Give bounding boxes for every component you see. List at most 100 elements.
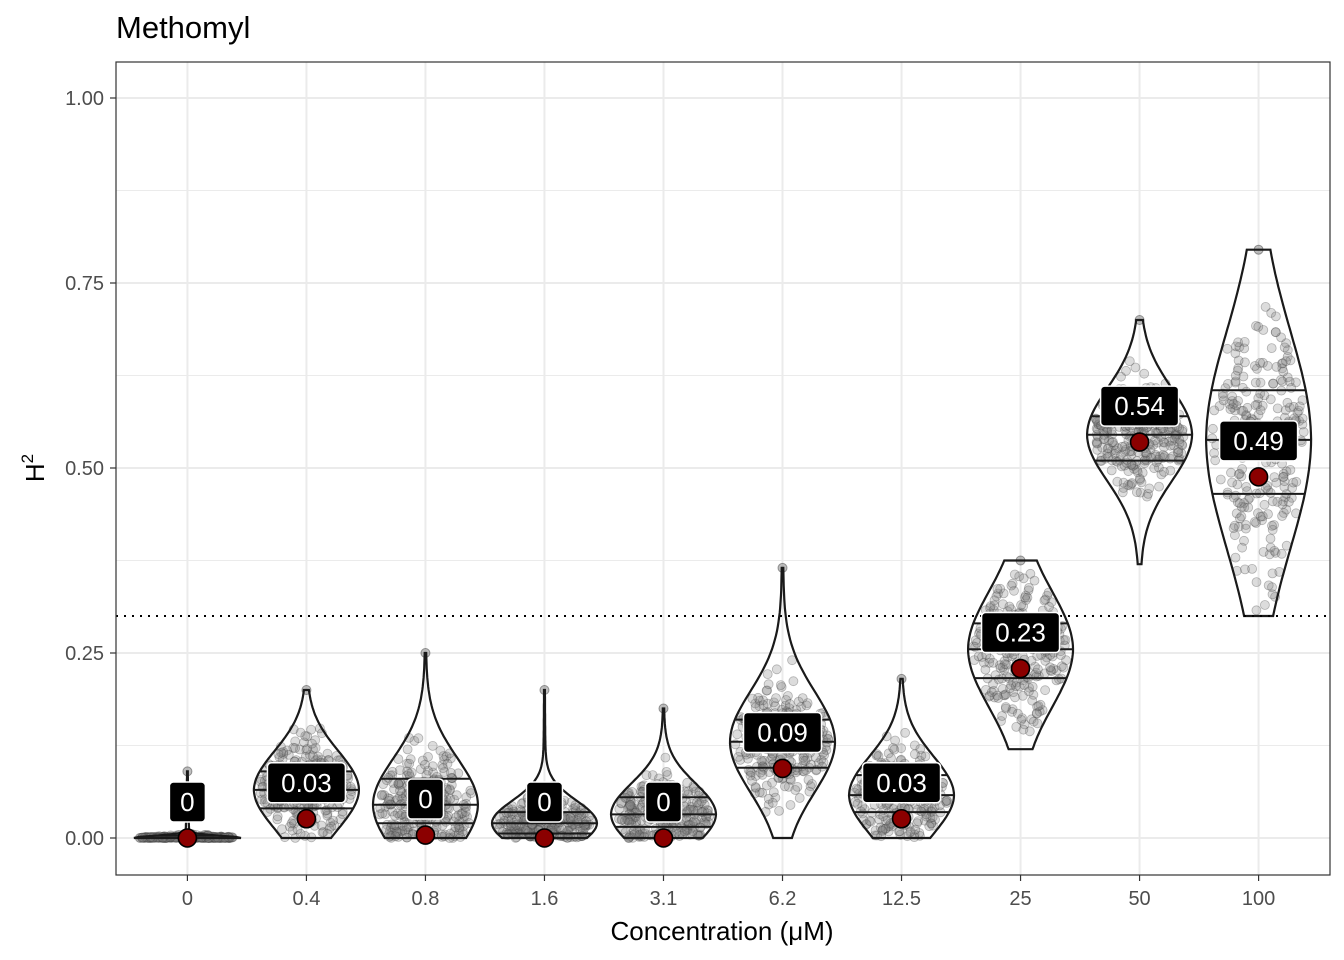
jitter-point bbox=[400, 825, 410, 836]
jitter-point bbox=[1251, 577, 1262, 587]
jitter-point bbox=[306, 724, 317, 735]
jitter-point bbox=[1054, 674, 1064, 685]
jitter-point bbox=[625, 800, 636, 810]
jitter-point bbox=[864, 816, 875, 826]
jitter-point bbox=[499, 810, 510, 821]
jitter-point bbox=[301, 745, 312, 755]
jitter-point bbox=[461, 792, 472, 803]
jitter-point bbox=[1232, 365, 1243, 376]
jitter-point bbox=[392, 794, 403, 804]
jitter-point bbox=[624, 791, 635, 801]
x-axis: 0 0.4 0.8 1.6 3.1 6.2 12.5 25 50 100 bbox=[182, 875, 1275, 910]
jitter-point bbox=[572, 816, 583, 826]
jitter-point bbox=[972, 638, 982, 648]
jitter-point bbox=[277, 824, 287, 835]
jitter-point bbox=[409, 736, 420, 746]
jitter-point bbox=[390, 831, 401, 842]
jitter-point bbox=[1237, 542, 1247, 553]
jitter-point bbox=[1235, 513, 1245, 524]
violins bbox=[133, 244, 1313, 848]
jitter-point bbox=[693, 800, 704, 811]
jitter-point bbox=[623, 815, 634, 825]
point-estimate bbox=[653, 828, 674, 848]
jitter-point bbox=[1228, 523, 1239, 533]
jitter-point bbox=[1265, 533, 1276, 544]
jitter-point bbox=[1279, 342, 1290, 353]
jitter-point bbox=[272, 811, 283, 822]
y-tick-label: 0.75 bbox=[65, 273, 104, 295]
x-tick-label: 25 bbox=[1009, 888, 1031, 910]
jitter-point bbox=[397, 826, 408, 837]
jitter-point bbox=[1265, 394, 1276, 405]
jitter-point bbox=[581, 816, 592, 827]
jitter-point bbox=[290, 736, 301, 747]
jitter-point bbox=[392, 827, 403, 837]
jitter-point bbox=[392, 808, 403, 819]
jitter-point bbox=[910, 749, 920, 760]
jitter-point bbox=[1215, 474, 1226, 485]
jitter-point bbox=[1255, 357, 1266, 368]
jitter-point bbox=[699, 799, 710, 810]
jitter-point bbox=[456, 808, 467, 819]
jitter-point bbox=[1271, 311, 1281, 322]
jitter-point bbox=[396, 809, 407, 820]
jitter-point bbox=[647, 770, 658, 780]
point-estimate bbox=[891, 808, 912, 829]
jitter-point bbox=[438, 751, 449, 761]
jitter-point bbox=[492, 819, 503, 830]
jitter-point bbox=[379, 790, 390, 801]
jitter-point bbox=[394, 765, 405, 776]
jitter-point bbox=[1247, 564, 1257, 574]
jitter-point bbox=[445, 753, 456, 764]
jitter-point bbox=[1267, 589, 1278, 600]
jitter-point bbox=[439, 754, 450, 765]
jitter-point bbox=[1238, 405, 1248, 416]
jitter-point bbox=[1251, 605, 1262, 616]
jitter-point bbox=[417, 755, 428, 766]
jitter-point bbox=[383, 793, 394, 804]
jitter-point bbox=[422, 765, 433, 776]
jitter-point bbox=[694, 798, 705, 809]
jitter-point bbox=[1033, 701, 1044, 711]
jitter-point bbox=[462, 811, 472, 822]
jitter-point bbox=[420, 759, 430, 770]
jitter-point bbox=[284, 821, 295, 832]
value-label: 0.03 bbox=[861, 762, 942, 804]
jitter-point bbox=[459, 811, 470, 822]
jitter-point bbox=[404, 768, 414, 779]
jitter-point bbox=[1226, 467, 1236, 478]
x-tick-label: 1.6 bbox=[531, 888, 559, 910]
jitter-point bbox=[435, 745, 446, 756]
x-tick-label: 0 bbox=[182, 888, 193, 910]
jitter-point bbox=[580, 819, 591, 830]
jitter-point bbox=[404, 758, 415, 769]
violin-group bbox=[133, 766, 242, 848]
x-tick-label: 6.2 bbox=[769, 888, 797, 910]
jitter-point bbox=[790, 785, 801, 795]
jitter-point bbox=[1010, 692, 1020, 703]
jitter-point bbox=[437, 760, 448, 770]
jitter-point bbox=[616, 798, 627, 808]
jitter-point bbox=[307, 738, 317, 749]
jitter-point bbox=[457, 808, 468, 818]
jitter-point bbox=[1277, 499, 1288, 510]
jitter-point bbox=[451, 790, 462, 801]
jitter-point bbox=[641, 770, 652, 781]
value-label-text: 0.03 bbox=[876, 768, 927, 798]
jitter-point bbox=[794, 793, 805, 803]
jitter-point bbox=[1032, 718, 1043, 729]
jitter-point bbox=[413, 733, 424, 744]
jitter-point bbox=[1233, 469, 1244, 480]
jitter-point bbox=[329, 820, 340, 831]
jitter-point bbox=[511, 819, 522, 830]
jitter-point bbox=[1272, 403, 1283, 414]
jitter-point bbox=[1011, 681, 1021, 691]
x-tick-label: 12.5 bbox=[882, 888, 921, 910]
jitter-point bbox=[688, 816, 699, 827]
jitter-point bbox=[381, 824, 392, 835]
jitter-point bbox=[457, 826, 468, 837]
jitter-point bbox=[1098, 434, 1109, 445]
jitter-point bbox=[1263, 580, 1274, 591]
jitter-point bbox=[1106, 465, 1117, 476]
jitter-point bbox=[900, 727, 910, 738]
